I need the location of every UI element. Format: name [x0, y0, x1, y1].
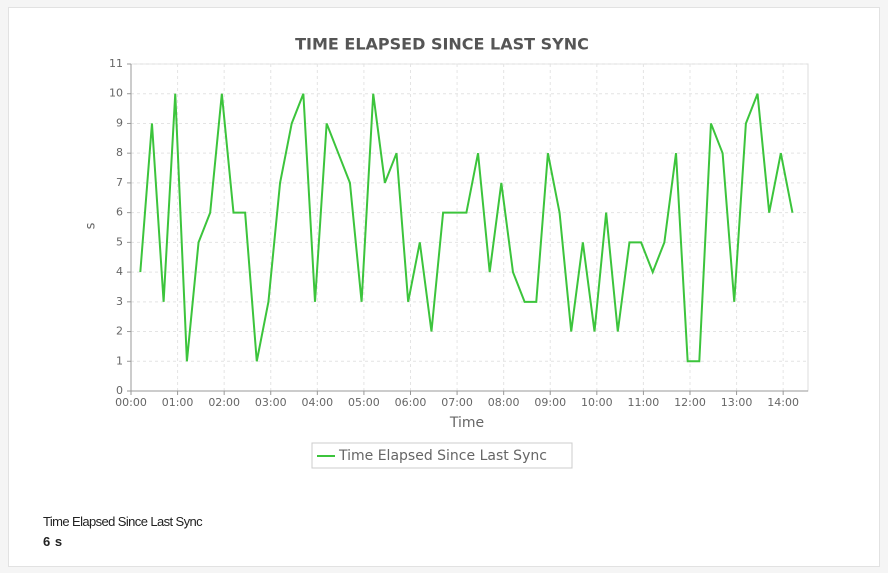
- y-tick-label: 1: [116, 354, 123, 367]
- x-tick-label: 07:00: [441, 396, 473, 409]
- x-tick-label: 03:00: [255, 396, 287, 409]
- chart-title: TIME ELAPSED SINCE LAST SYNC: [295, 35, 589, 54]
- x-axis-label: Time: [449, 415, 484, 431]
- x-tick-label: 06:00: [395, 396, 427, 409]
- plot-area: [130, 63, 809, 392]
- y-tick-label: 4: [116, 265, 123, 278]
- x-tick-label: 09:00: [534, 396, 566, 409]
- y-tick-label: 10: [109, 87, 123, 100]
- x-tick-label: 05:00: [348, 396, 380, 409]
- legend-label: Time Elapsed Since Last Sync: [338, 448, 547, 464]
- y-tick-label: 3: [116, 295, 123, 308]
- data-line: [139, 93, 794, 363]
- legend-box: [311, 442, 573, 469]
- y-tick-label: 5: [116, 235, 123, 248]
- y-tick-label: 0: [116, 384, 123, 397]
- x-tick-label: 01:00: [162, 396, 194, 409]
- y-tick-label: 7: [116, 176, 123, 189]
- y-tick-label: 9: [116, 116, 123, 129]
- x-tick-label: 08:00: [488, 396, 520, 409]
- y-tick-label: 11: [109, 57, 123, 70]
- y-tick-label: 2: [116, 325, 123, 338]
- y-tick-label: 6: [116, 206, 123, 219]
- x-tick-label: 00:00: [115, 396, 147, 409]
- widget-label: Time Elapsed Since Last Sync: [43, 514, 203, 529]
- x-tick-label: 02:00: [208, 396, 240, 409]
- x-tick-label: 12:00: [674, 396, 706, 409]
- x-tick-label: 14:00: [767, 396, 799, 409]
- x-tick-label: 11:00: [628, 396, 660, 409]
- y-tick-label: 8: [116, 146, 123, 159]
- x-tick-label: 10:00: [581, 396, 613, 409]
- chart: TIME ELAPSED SINCE LAST SYNC s Time 0 1 2 3…: [84, 35, 809, 469]
- x-tick-label: 04:00: [301, 396, 333, 409]
- x-tick-label: 13:00: [721, 396, 753, 409]
- widget-value: 6 s: [43, 534, 63, 549]
- y-axis-label: s: [84, 222, 99, 229]
